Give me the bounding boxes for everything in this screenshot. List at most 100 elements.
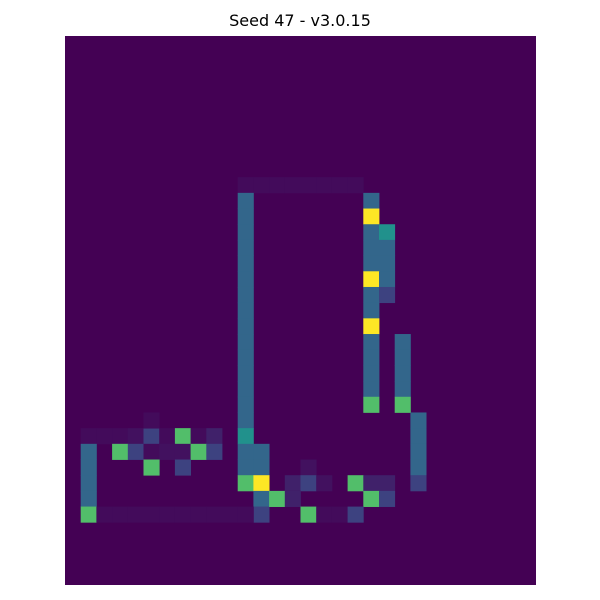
heatmap-cell bbox=[237, 459, 254, 476]
heatmap-cell bbox=[174, 459, 191, 476]
heatmap-cell bbox=[394, 381, 411, 398]
heatmap-cell bbox=[143, 443, 160, 460]
heatmap-cell bbox=[174, 506, 191, 523]
heatmap-cell bbox=[237, 365, 254, 382]
heatmap-cell bbox=[363, 208, 380, 225]
heatmap-cell bbox=[284, 490, 301, 507]
heatmap-cell bbox=[253, 459, 270, 476]
heatmap-cell bbox=[190, 428, 207, 445]
heatmap-cell bbox=[80, 428, 97, 445]
heatmap-cell bbox=[174, 428, 191, 445]
heatmap-cell bbox=[80, 506, 97, 523]
heatmap-cell bbox=[159, 506, 176, 523]
heatmap-cell bbox=[237, 334, 254, 351]
heatmap-cell bbox=[379, 286, 396, 304]
heatmap-cell bbox=[379, 224, 396, 241]
heatmap-cell bbox=[394, 349, 411, 366]
heatmap-cell bbox=[112, 506, 129, 523]
heatmap-cell bbox=[316, 475, 333, 492]
heatmap-cell bbox=[159, 428, 176, 445]
heatmap-cell bbox=[237, 192, 254, 209]
heatmap-cell bbox=[222, 506, 239, 523]
heatmap-cell bbox=[80, 459, 97, 476]
heatmap-cell bbox=[237, 224, 254, 241]
heatmap-cell bbox=[410, 459, 427, 476]
heatmap-cell bbox=[363, 349, 380, 366]
heatmap-cell bbox=[410, 443, 427, 460]
heatmap-cell bbox=[363, 302, 380, 319]
heatmap-cell bbox=[237, 428, 254, 445]
heatmap-cell bbox=[190, 506, 207, 523]
heatmap-cell bbox=[363, 224, 380, 241]
heatmap-cell bbox=[237, 255, 254, 272]
heatmap-cell bbox=[331, 506, 348, 523]
heatmap-cell bbox=[410, 428, 427, 445]
heatmap-cell bbox=[284, 475, 301, 492]
heatmap-cell bbox=[379, 255, 396, 272]
heatmap-cell bbox=[237, 271, 254, 288]
heatmap-cell bbox=[253, 443, 270, 460]
heatmap-cell bbox=[237, 208, 254, 225]
heatmap-cell bbox=[237, 286, 254, 304]
heatmap-cell bbox=[316, 177, 333, 194]
heatmap-cell bbox=[237, 302, 254, 319]
heatmap-cell bbox=[253, 177, 270, 194]
heatmap-cell bbox=[410, 475, 427, 492]
heatmap-cell bbox=[347, 177, 364, 194]
heatmap-cell bbox=[237, 318, 254, 335]
heatmap-cell bbox=[394, 365, 411, 382]
chart-title: Seed 47 - v3.0.15 bbox=[229, 11, 371, 30]
heatmap-cell bbox=[300, 459, 317, 476]
heatmap-cell bbox=[363, 381, 380, 398]
heatmap-cell bbox=[80, 443, 97, 460]
heatmap-cell bbox=[112, 428, 129, 445]
heatmap-cell bbox=[379, 475, 396, 492]
heatmap-cell bbox=[237, 506, 254, 523]
heatmap-cell bbox=[300, 177, 317, 194]
heatmap-cell bbox=[253, 506, 270, 523]
heatmap-cell bbox=[300, 475, 317, 492]
heatmap-cell bbox=[237, 396, 254, 413]
heatmap-cell bbox=[96, 428, 113, 445]
heatmap-cell bbox=[410, 412, 427, 429]
heatmap-cell bbox=[269, 177, 286, 194]
heatmap-cell bbox=[363, 192, 380, 209]
heatmap-cell bbox=[237, 443, 254, 460]
heatmap-cell bbox=[363, 334, 380, 351]
heatmap-cell bbox=[143, 412, 160, 429]
heatmap-cell bbox=[253, 490, 270, 507]
heatmap-cell bbox=[316, 506, 333, 523]
heatmap-cell bbox=[143, 459, 160, 476]
heatmap-cell bbox=[237, 349, 254, 366]
heatmap-cell bbox=[159, 443, 176, 460]
heatmap-cell bbox=[363, 255, 380, 272]
heatmap-cell bbox=[363, 271, 380, 288]
heatmap-cell bbox=[112, 443, 129, 460]
heatmap-cell bbox=[127, 428, 144, 445]
heatmap-cell bbox=[127, 506, 144, 523]
heatmap-cells bbox=[80, 177, 427, 523]
heatmap-cell bbox=[206, 428, 223, 445]
heatmap-cell bbox=[363, 475, 380, 492]
heatmap-cell bbox=[363, 286, 380, 304]
heatmap-cell bbox=[394, 396, 411, 413]
heatmap-cell bbox=[237, 239, 254, 256]
heatmap-cell bbox=[96, 506, 113, 523]
heatmap-cell bbox=[379, 239, 396, 256]
heatmap-cell bbox=[174, 443, 191, 460]
heatmap-cell bbox=[80, 490, 97, 507]
heatmap-cell bbox=[237, 177, 254, 194]
heatmap-cell bbox=[347, 506, 364, 523]
heatmap-cell bbox=[127, 443, 144, 460]
heatmap-cell bbox=[253, 475, 270, 492]
heatmap-cell bbox=[237, 475, 254, 492]
heatmap-cell bbox=[379, 271, 396, 288]
heatmap-cell bbox=[379, 490, 396, 507]
heatmap-cell bbox=[394, 334, 411, 351]
heatmap-cell bbox=[363, 365, 380, 382]
heatmap-cell bbox=[206, 506, 223, 523]
heatmap-cell bbox=[363, 239, 380, 256]
heatmap-cell bbox=[237, 381, 254, 398]
heatmap-cell bbox=[284, 177, 301, 194]
